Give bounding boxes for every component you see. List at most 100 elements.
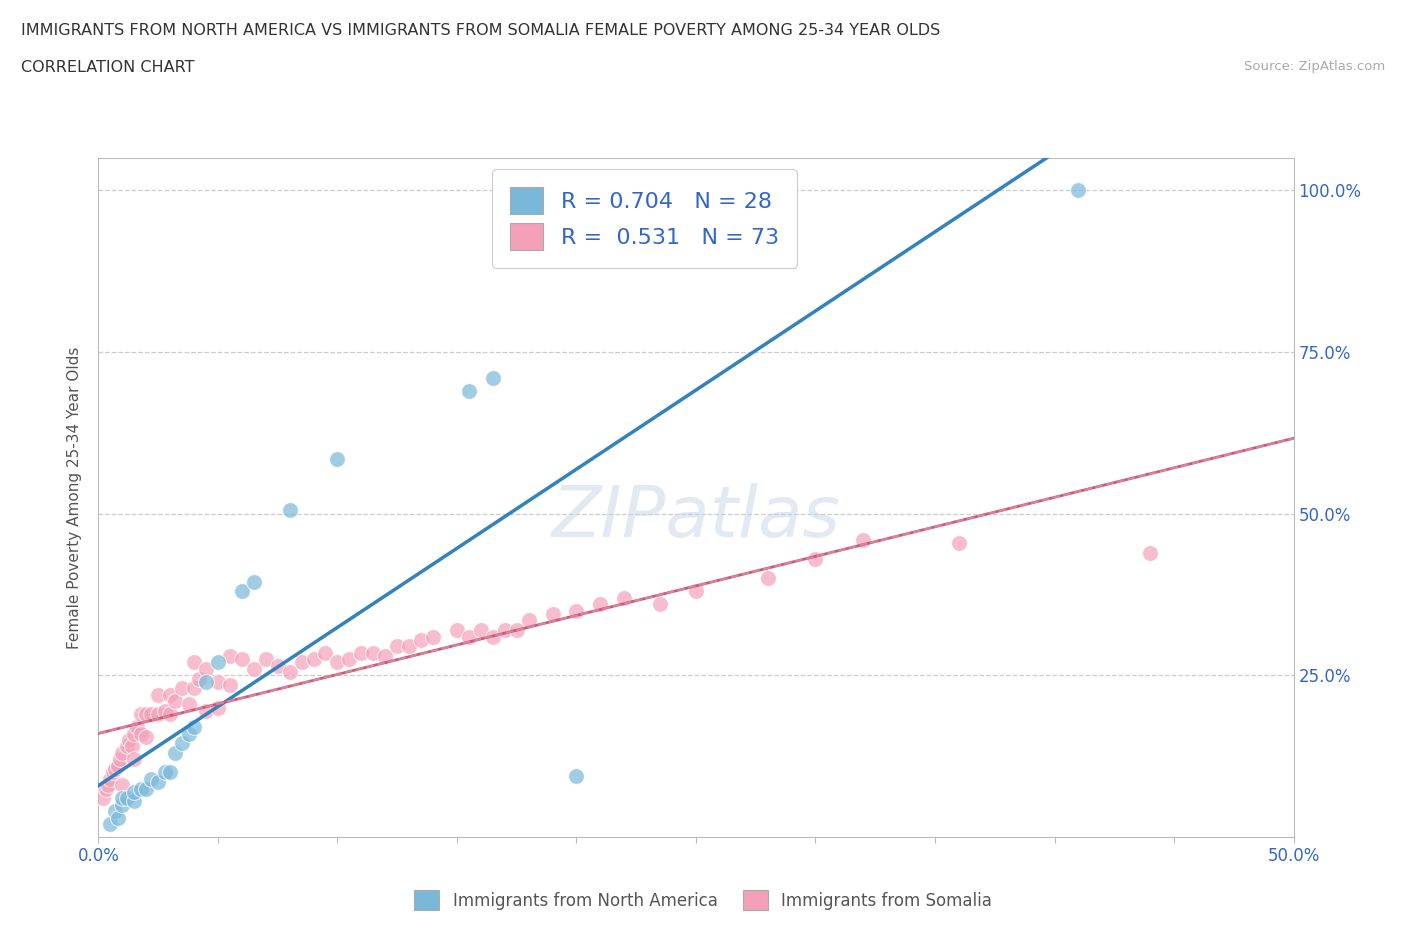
- Point: [517, 613, 540, 628]
- Text: Source: ZipAtlas.com: Source: ZipAtlas.com: [1244, 60, 1385, 73]
- Text: ZIPatlas: ZIPatlas: [551, 484, 841, 552]
- Point: [148, 775, 170, 790]
- Point: [111, 797, 134, 812]
- Text: CORRELATION CHART: CORRELATION CHART: [21, 60, 194, 75]
- Point: [494, 623, 516, 638]
- Point: [101, 764, 124, 779]
- Point: [107, 810, 129, 825]
- Point: [179, 697, 201, 711]
- Point: [124, 794, 146, 809]
- Point: [131, 707, 153, 722]
- Point: [589, 597, 612, 612]
- Point: [231, 584, 253, 599]
- Point: [1067, 183, 1090, 198]
- Point: [97, 777, 120, 792]
- Point: [254, 652, 277, 667]
- Point: [565, 604, 588, 618]
- Point: [1139, 545, 1161, 560]
- Point: [541, 606, 564, 621]
- Point: [613, 591, 636, 605]
- Point: [194, 674, 218, 689]
- Point: [458, 629, 481, 644]
- Point: [326, 655, 349, 670]
- Point: [648, 597, 672, 612]
- Point: [326, 451, 349, 466]
- Point: [291, 655, 314, 670]
- Point: [481, 370, 505, 385]
- Point: [446, 623, 468, 638]
- Point: [125, 720, 148, 735]
- Point: [135, 781, 157, 796]
- Legend: Immigrants from North America, Immigrants from Somalia: Immigrants from North America, Immigrant…: [408, 884, 998, 917]
- Point: [278, 503, 301, 518]
- Point: [219, 648, 242, 663]
- Point: [159, 764, 181, 779]
- Point: [194, 703, 218, 718]
- Point: [685, 584, 707, 599]
- Point: [470, 623, 492, 638]
- Point: [243, 661, 266, 676]
- Point: [135, 707, 157, 722]
- Point: [565, 768, 588, 783]
- Point: [363, 645, 385, 660]
- Point: [948, 536, 970, 551]
- Point: [155, 703, 177, 718]
- Point: [756, 571, 779, 586]
- Point: [139, 771, 162, 786]
- Point: [339, 652, 360, 667]
- Point: [219, 678, 242, 693]
- Point: [506, 623, 529, 638]
- Point: [243, 574, 266, 589]
- Point: [104, 762, 127, 777]
- Point: [267, 658, 290, 673]
- Point: [852, 532, 875, 547]
- Point: [98, 817, 122, 831]
- Point: [115, 739, 138, 754]
- Point: [124, 752, 146, 767]
- Point: [148, 707, 170, 722]
- Point: [159, 707, 181, 722]
- Point: [183, 720, 205, 735]
- Point: [124, 784, 146, 799]
- Point: [231, 652, 253, 667]
- Point: [131, 781, 153, 796]
- Point: [398, 639, 420, 654]
- Legend: R = 0.704   N = 28, R =  0.531   N = 73: R = 0.704 N = 28, R = 0.531 N = 73: [492, 169, 797, 268]
- Point: [131, 726, 153, 741]
- Point: [163, 694, 186, 709]
- Point: [121, 739, 143, 754]
- Point: [111, 746, 134, 761]
- Y-axis label: Female Poverty Among 25-34 Year Olds: Female Poverty Among 25-34 Year Olds: [67, 346, 83, 649]
- Point: [385, 639, 409, 654]
- Point: [278, 665, 301, 680]
- Point: [118, 733, 141, 748]
- Point: [350, 645, 373, 660]
- Point: [458, 383, 481, 398]
- Point: [374, 648, 396, 663]
- Point: [411, 632, 433, 647]
- Point: [139, 707, 162, 722]
- Point: [124, 726, 146, 741]
- Point: [104, 804, 127, 818]
- Point: [159, 687, 181, 702]
- Point: [183, 655, 205, 670]
- Point: [155, 764, 177, 779]
- Point: [194, 661, 218, 676]
- Point: [179, 726, 201, 741]
- Point: [315, 645, 337, 660]
- Point: [98, 771, 122, 786]
- Point: [115, 790, 138, 805]
- Point: [94, 781, 117, 796]
- Point: [172, 736, 194, 751]
- Point: [187, 671, 209, 686]
- Point: [183, 681, 205, 696]
- Point: [302, 652, 325, 667]
- Point: [91, 790, 114, 805]
- Point: [111, 777, 134, 792]
- Point: [135, 729, 157, 744]
- Point: [207, 655, 229, 670]
- Point: [481, 629, 505, 644]
- Point: [108, 752, 131, 767]
- Point: [172, 681, 194, 696]
- Point: [148, 687, 170, 702]
